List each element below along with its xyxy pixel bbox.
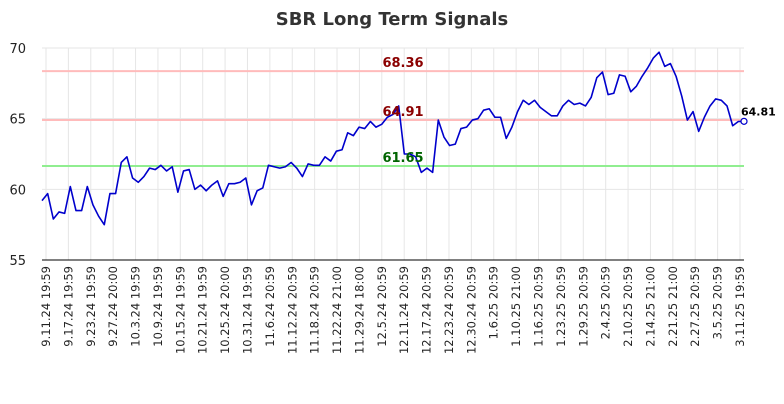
x-tick-label: 10.31.24 19:59 [240, 266, 254, 354]
grid [42, 47, 744, 261]
y-tick-label: 55 [9, 254, 26, 269]
y-tick-label: 65 [9, 113, 26, 128]
x-tick-label: 12.11.24 20:59 [397, 266, 411, 354]
x-tick-label: 3.5.25 20:59 [711, 266, 725, 339]
x-tick-label: 11.18.24 20:59 [308, 266, 322, 354]
price-line [41, 51, 745, 226]
chart-title: SBR Long Term Signals [276, 9, 508, 30]
axes: 55 60 65 70 9.11.24 19:59 9.17.24 19:59 9.23.2… [9, 42, 747, 354]
x-tick-label: 12.30.24 20:59 [464, 266, 478, 354]
x-tick-label: 10.21.24 19:59 [196, 266, 210, 354]
x-tick-label: 9.23.24 19:59 [84, 266, 98, 347]
x-tick-label: 9.17.24 19:59 [61, 266, 75, 347]
x-tick-label: 10.25.24 20:00 [218, 266, 232, 354]
x-tick-label: 2.4.25 20:59 [599, 266, 613, 339]
x-tick-label: 2.10.25 20:59 [621, 266, 635, 347]
labels: 68.36 64.91 61.65 64.81 [382, 56, 775, 166]
last-value-label: 64.81 [741, 105, 776, 118]
x-tick-label: 12.17.24 20:59 [420, 266, 434, 354]
x-tick-label: 12.5.24 20:59 [375, 266, 389, 347]
y-tick-label: 70 [9, 42, 26, 57]
last-point-marker [740, 117, 748, 125]
x-tick-label: 1.29.25 20:59 [576, 266, 590, 347]
reference-line-label: 64.91 [382, 105, 423, 120]
x-tick-label: 2.14.25 21:00 [643, 266, 657, 347]
x-tick-label: 10.15.24 19:59 [173, 266, 187, 354]
x-tick-label: 11.22.24 21:00 [330, 266, 344, 354]
x-tick-label: 1.10.25 21:00 [509, 266, 523, 347]
x-tick-label: 12.23.24 20:59 [442, 266, 456, 354]
x-tick-label: 10.9.24 19:59 [151, 266, 165, 347]
x-tick-label: 1.6.25 20:59 [487, 266, 501, 339]
x-tick-label: 11.12.24 20:59 [285, 266, 299, 354]
x-tick-label: 9.27.24 20:00 [106, 266, 120, 347]
x-tick-label: 10.3.24 19:59 [129, 266, 143, 347]
y-tick-label: 60 [9, 183, 26, 198]
x-tick-label: 2.21.25 21:00 [666, 266, 680, 347]
x-tick-label: 2.27.25 20:59 [688, 266, 702, 347]
series [41, 51, 745, 226]
reference-line-label: 61.65 [382, 151, 423, 166]
x-tick-label: 1.16.25 20:59 [532, 266, 546, 347]
x-tick-label: 3.11.25 19:59 [733, 266, 747, 347]
reference-line-label: 68.36 [382, 56, 423, 71]
x-tick-label: 1.23.25 20:59 [554, 266, 568, 347]
x-tick-label: 11.29.24 18:00 [352, 266, 366, 354]
x-tick-label: 11.6.24 20:59 [263, 266, 277, 347]
x-tick-label: 9.11.24 19:59 [39, 266, 53, 347]
